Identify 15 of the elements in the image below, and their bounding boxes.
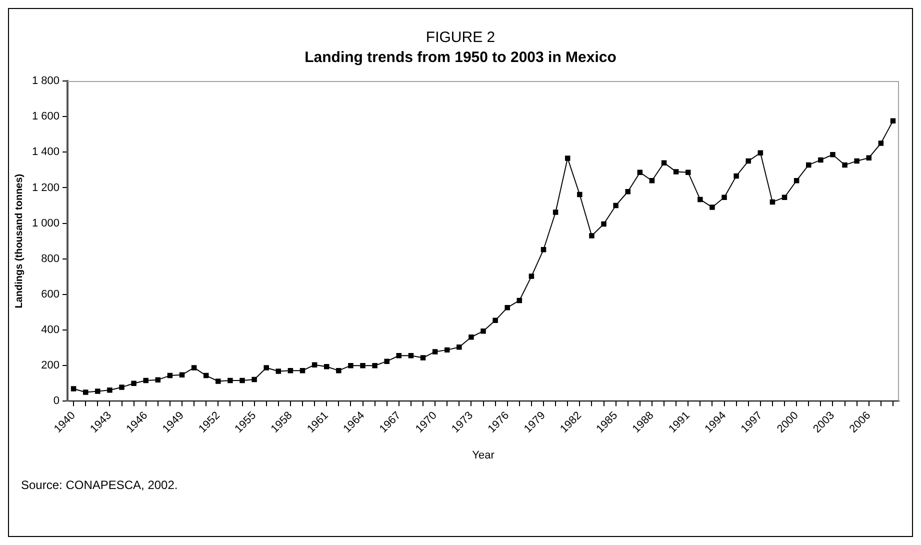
chart-subtitle: Landing trends from 1950 to 2003 in Mexico	[304, 49, 618, 66]
y-tick-label: 600	[41, 288, 60, 300]
y-tick-label: 1 600	[32, 110, 60, 123]
y-tick-label: 800	[41, 252, 60, 265]
source-note: Source: CONAPESCA, 2002.	[21, 478, 179, 492]
y-tick-label: 200	[41, 360, 60, 372]
y-tick-label: 0	[53, 395, 60, 408]
x-axis-title: Year	[472, 449, 495, 462]
y-tick-label: 1 800	[32, 75, 60, 88]
y-tick-label: 1 200	[32, 182, 60, 194]
chart-title: FIGURE 2	[424, 29, 496, 46]
y-axis-title: Landings (thousand tonnes)	[14, 174, 25, 308]
y-tick-label: 1 000	[32, 217, 60, 230]
y-tick-label: 1 400	[32, 146, 60, 158]
y-tick-label: 400	[41, 324, 60, 336]
